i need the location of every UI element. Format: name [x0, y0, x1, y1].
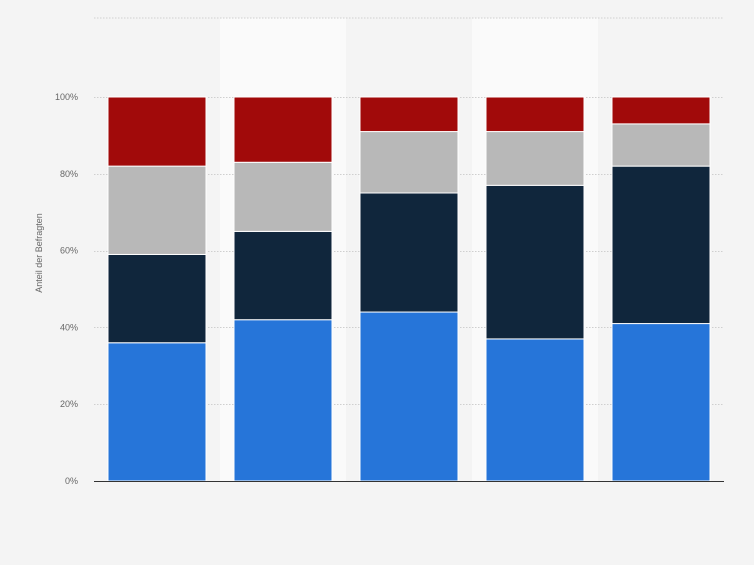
- bar-segment: [359, 311, 459, 482]
- bar-segment: [233, 96, 333, 163]
- y-axis-title: Anteil der Befragten: [34, 213, 44, 293]
- bar-segment: [611, 96, 711, 125]
- bars: [107, 96, 711, 482]
- bar-segment: [611, 165, 711, 325]
- bar-segment: [359, 96, 459, 133]
- y-tick-label: 100%: [55, 92, 78, 102]
- bar-segment: [107, 96, 207, 167]
- y-tick-labels: 0% 20% 40% 60% 80% 100%: [55, 92, 78, 486]
- bar-segment: [485, 184, 585, 340]
- bar-segment: [233, 230, 333, 321]
- bar-segment: [485, 131, 585, 186]
- bar-segment: [107, 165, 207, 255]
- y-tick-label: 0%: [65, 476, 78, 486]
- bar-segment: [359, 131, 459, 194]
- y-tick-label: 20%: [60, 399, 78, 409]
- bar-segment: [107, 342, 207, 482]
- bar-segment: [611, 123, 711, 167]
- y-tick-label: 80%: [60, 169, 78, 179]
- bar-segment: [485, 96, 585, 133]
- bar-segment: [611, 323, 711, 482]
- bar-segment: [233, 161, 333, 232]
- bar-segment: [485, 338, 585, 482]
- bar-segment: [233, 319, 333, 482]
- bar-segment: [107, 253, 207, 344]
- y-tick-label: 60%: [60, 246, 78, 256]
- bar-segment: [359, 192, 459, 313]
- y-tick-label: 40%: [60, 322, 78, 332]
